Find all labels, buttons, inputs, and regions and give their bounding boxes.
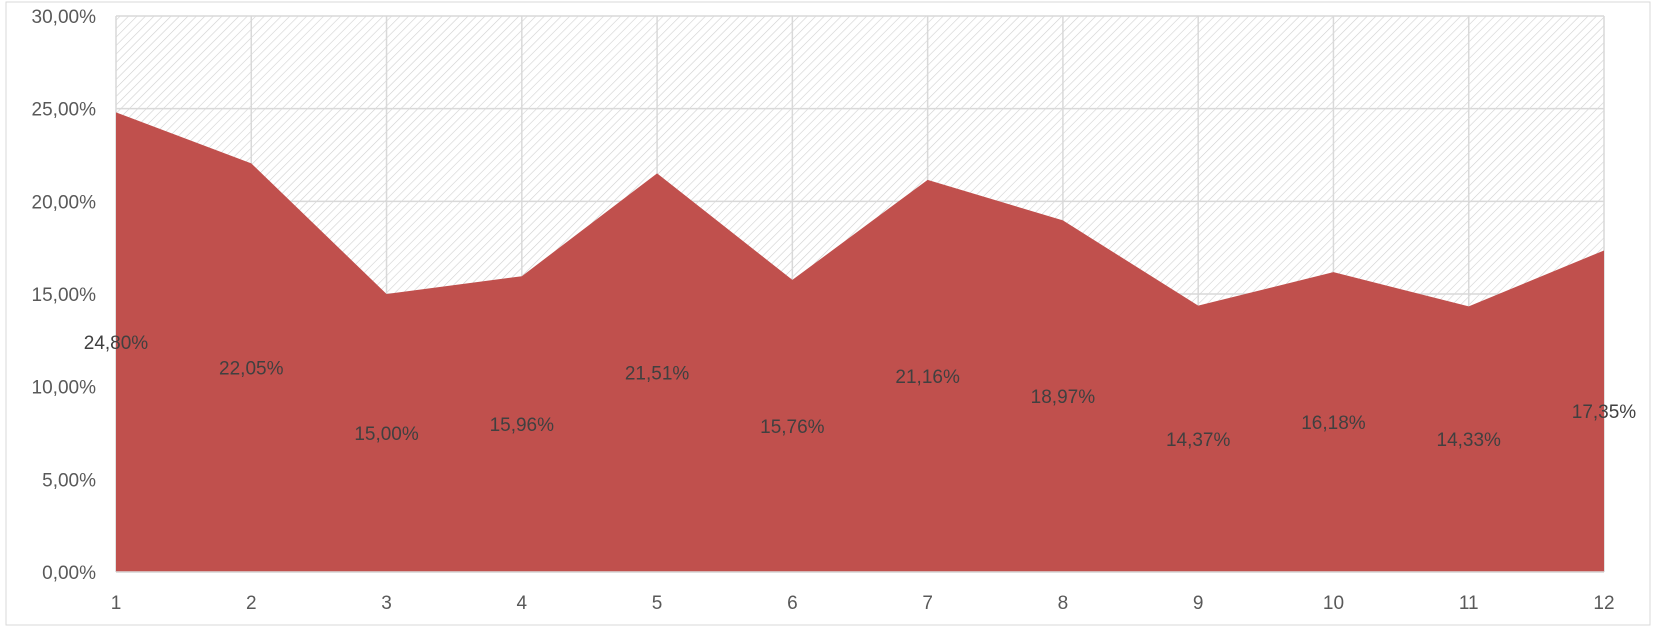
y-tick-label: 25,00% (32, 100, 97, 121)
data-label: 21,16% (895, 367, 960, 388)
data-label: 15,00% (354, 424, 419, 445)
x-tick-label: 3 (381, 593, 392, 614)
data-label: 16,18% (1301, 413, 1366, 434)
x-tick-label: 8 (1058, 593, 1069, 614)
x-tick-label: 1 (111, 593, 122, 614)
area-series (116, 112, 1604, 572)
x-tick-label: 12 (1593, 593, 1614, 614)
y-tick-label: 20,00% (32, 192, 97, 213)
y-tick-label: 5,00% (42, 470, 96, 491)
data-label: 15,76% (760, 417, 825, 438)
x-tick-label: 2 (246, 593, 257, 614)
x-tick-label: 11 (1459, 593, 1479, 614)
axes: 0,00% 5,00% 10,00% 15,00% 20,00% 25,00% 30,00%… (32, 7, 1615, 614)
y-tick-label: 0,00% (42, 563, 96, 584)
data-label: 17,35% (1572, 402, 1637, 423)
data-label: 22,05% (219, 359, 284, 380)
x-tick-label: 4 (517, 593, 528, 614)
data-label: 18,97% (1031, 387, 1096, 408)
data-label: 24,80% (84, 333, 149, 354)
area-fill (116, 112, 1604, 572)
data-label: 14,33% (1437, 430, 1502, 451)
data-label: 15,96% (490, 415, 555, 436)
x-tick-label: 5 (652, 593, 663, 614)
y-tick-label: 15,00% (32, 285, 97, 306)
x-tick-label: 6 (787, 593, 798, 614)
data-labels: 24,80% 22,05% 15,00% 15,96% 21,51% 15,76% 21,1… (84, 333, 1637, 451)
x-tick-label: 9 (1193, 593, 1204, 614)
x-tick-label: 7 (922, 593, 933, 614)
data-label: 21,51% (625, 364, 690, 385)
y-tick-label: 10,00% (32, 378, 97, 399)
x-tick-label: 10 (1323, 593, 1344, 614)
data-label: 14,37% (1166, 430, 1231, 451)
y-tick-label: 30,00% (32, 7, 97, 28)
